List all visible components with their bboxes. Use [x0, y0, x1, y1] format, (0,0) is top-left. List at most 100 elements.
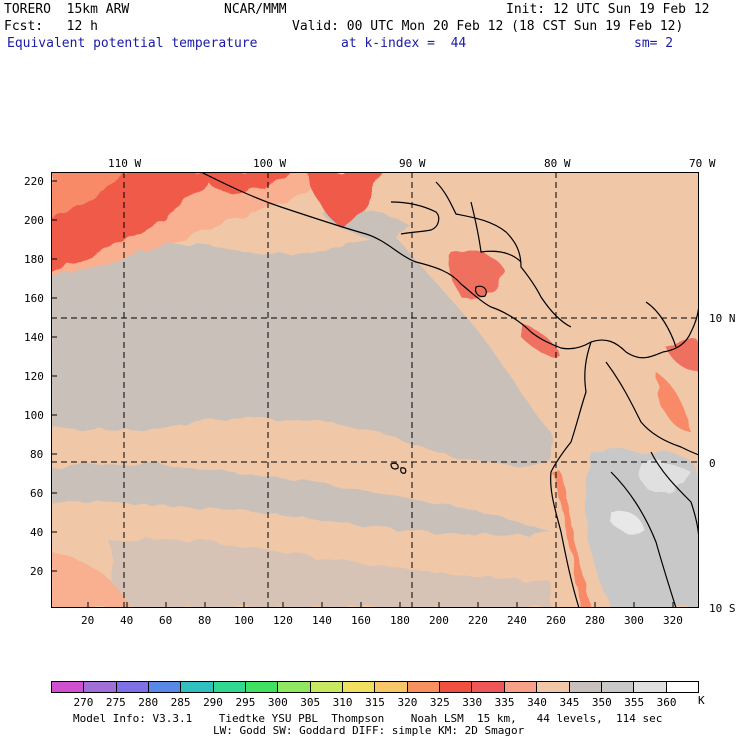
coastline-mexico [200, 172, 592, 350]
coastline-south-america [550, 341, 592, 608]
init-time: Init: 12 UTC Sun 19 Feb 12 [506, 2, 710, 17]
field-grey-band [111, 539, 551, 608]
y-tick-label: 100 [24, 409, 44, 422]
colorbar-swatch [504, 682, 538, 692]
field-cold-land [611, 510, 646, 535]
field-cold-land [639, 460, 691, 493]
model-info: Model Info: V3.3.1 Tiedtke YSU PBL Thomp… [73, 712, 663, 725]
x-tick-label: 80 [198, 614, 212, 627]
x-tick-label: 140 [312, 614, 332, 627]
y-tick-label: 180 [24, 253, 44, 266]
lat-label: 0 [709, 457, 716, 470]
lon-label: 70 W [689, 157, 716, 170]
field-hot-region [306, 172, 381, 227]
colorbar-unit: K [698, 694, 705, 707]
x-tick-label: 60 [159, 614, 173, 627]
colorbar-label: 295 [235, 696, 256, 709]
border-interior [605, 361, 699, 456]
colorbar-label: 325 [429, 696, 450, 709]
field-name: Equivalent potential temperature [7, 36, 258, 51]
colorbar-swatch [52, 682, 85, 692]
colorbar-label: 355 [624, 696, 645, 709]
colorbar-swatch [666, 682, 698, 692]
colorbar-swatch [472, 682, 505, 692]
theta-e-map [51, 172, 699, 608]
coastline-yucatan [390, 201, 440, 235]
colorbar-swatch [343, 682, 376, 692]
x-tick-label: 40 [120, 614, 134, 627]
level-label: at k-index = 44 [341, 36, 467, 51]
physics-info: LW: Godd SW: Goddard DIFF: simple KM: 2D… [213, 724, 525, 737]
colorbar-label: 345 [559, 696, 580, 709]
colorbar [51, 681, 699, 693]
colorbar-swatch [310, 682, 344, 692]
colorbar-swatch [634, 682, 667, 692]
colorbar-swatch [440, 682, 473, 692]
colorbar-label: 300 [267, 696, 288, 709]
colorbar-label: 315 [365, 696, 385, 709]
x-tick-label: 20 [81, 614, 95, 627]
colorbar-label: 360 [656, 696, 677, 709]
x-tick-label: 100 [234, 614, 254, 627]
field-coastal-strip [551, 472, 591, 608]
model-title: TORERO 15km ARW [4, 2, 130, 17]
y-tick-label: 200 [24, 214, 44, 227]
colorbar-swatch [569, 682, 602, 692]
y-tick-label: 40 [30, 526, 44, 539]
field-hot-region [666, 339, 699, 372]
x-tick-label: 200 [429, 614, 449, 627]
lake-nicaragua [474, 285, 487, 298]
island-galapagos [390, 462, 407, 474]
colorbar-label: 270 [73, 696, 94, 709]
colorbar-label: 350 [591, 696, 612, 709]
field-warm-band [51, 552, 131, 608]
colorbar-label: 335 [494, 696, 515, 709]
colorbar-swatch [407, 682, 441, 692]
lat-label: 10 N [709, 312, 736, 325]
colorbar-label: 280 [138, 696, 159, 709]
y-tick-label: 80 [30, 448, 44, 461]
field-grey-band [51, 463, 551, 536]
lon-label: 80 W [544, 157, 571, 170]
colorbar-swatch [116, 682, 150, 692]
coastline-colombia [590, 301, 699, 359]
colorbar-swatch [181, 682, 214, 692]
colorbar-label: 310 [332, 696, 353, 709]
colorbar-label: 290 [203, 696, 223, 709]
institution-label: NCAR/MMM [224, 2, 287, 17]
colorbar-label: 320 [397, 696, 418, 709]
y-tick-label: 220 [24, 175, 44, 188]
field-hot-region [51, 172, 121, 217]
colorbar-label: 340 [527, 696, 547, 709]
x-tick-label: 120 [273, 614, 293, 627]
x-tick-label: 180 [390, 614, 410, 627]
colorbar-label: 330 [462, 696, 483, 709]
y-tick-label: 160 [24, 292, 44, 305]
valid-time: Valid: 00 UTC Mon 20 Feb 12 (18 CST Sun … [292, 19, 684, 34]
x-tick-label: 160 [351, 614, 371, 627]
x-tick-label: 240 [507, 614, 527, 627]
colorbar-swatch [537, 682, 570, 692]
y-tick-label: 60 [30, 487, 44, 500]
colorbar-label: 275 [105, 696, 126, 709]
x-tick-label: 300 [624, 614, 644, 627]
border-interior [645, 301, 677, 348]
y-tick-label: 20 [30, 565, 44, 578]
y-tick-label: 120 [24, 370, 44, 383]
forecast-hour: Fcst: 12 h [4, 19, 98, 34]
colorbar-swatch [84, 682, 117, 692]
smoothing-label: sm= 2 [634, 36, 674, 51]
border-interior [470, 201, 522, 263]
x-tick-label: 220 [468, 614, 488, 627]
lon-label: 110 W [108, 157, 142, 170]
map-border [51, 172, 699, 608]
x-tick-label: 280 [585, 614, 605, 627]
colorbar-swatch [149, 682, 182, 692]
lon-label: 100 W [253, 157, 287, 170]
colorbar-label: 285 [170, 696, 191, 709]
field-hot-region [521, 322, 561, 357]
y-tick-label: 140 [24, 331, 44, 344]
colorbar-label: 305 [300, 696, 321, 709]
border-interior [610, 471, 677, 608]
x-tick-label: 260 [546, 614, 566, 627]
